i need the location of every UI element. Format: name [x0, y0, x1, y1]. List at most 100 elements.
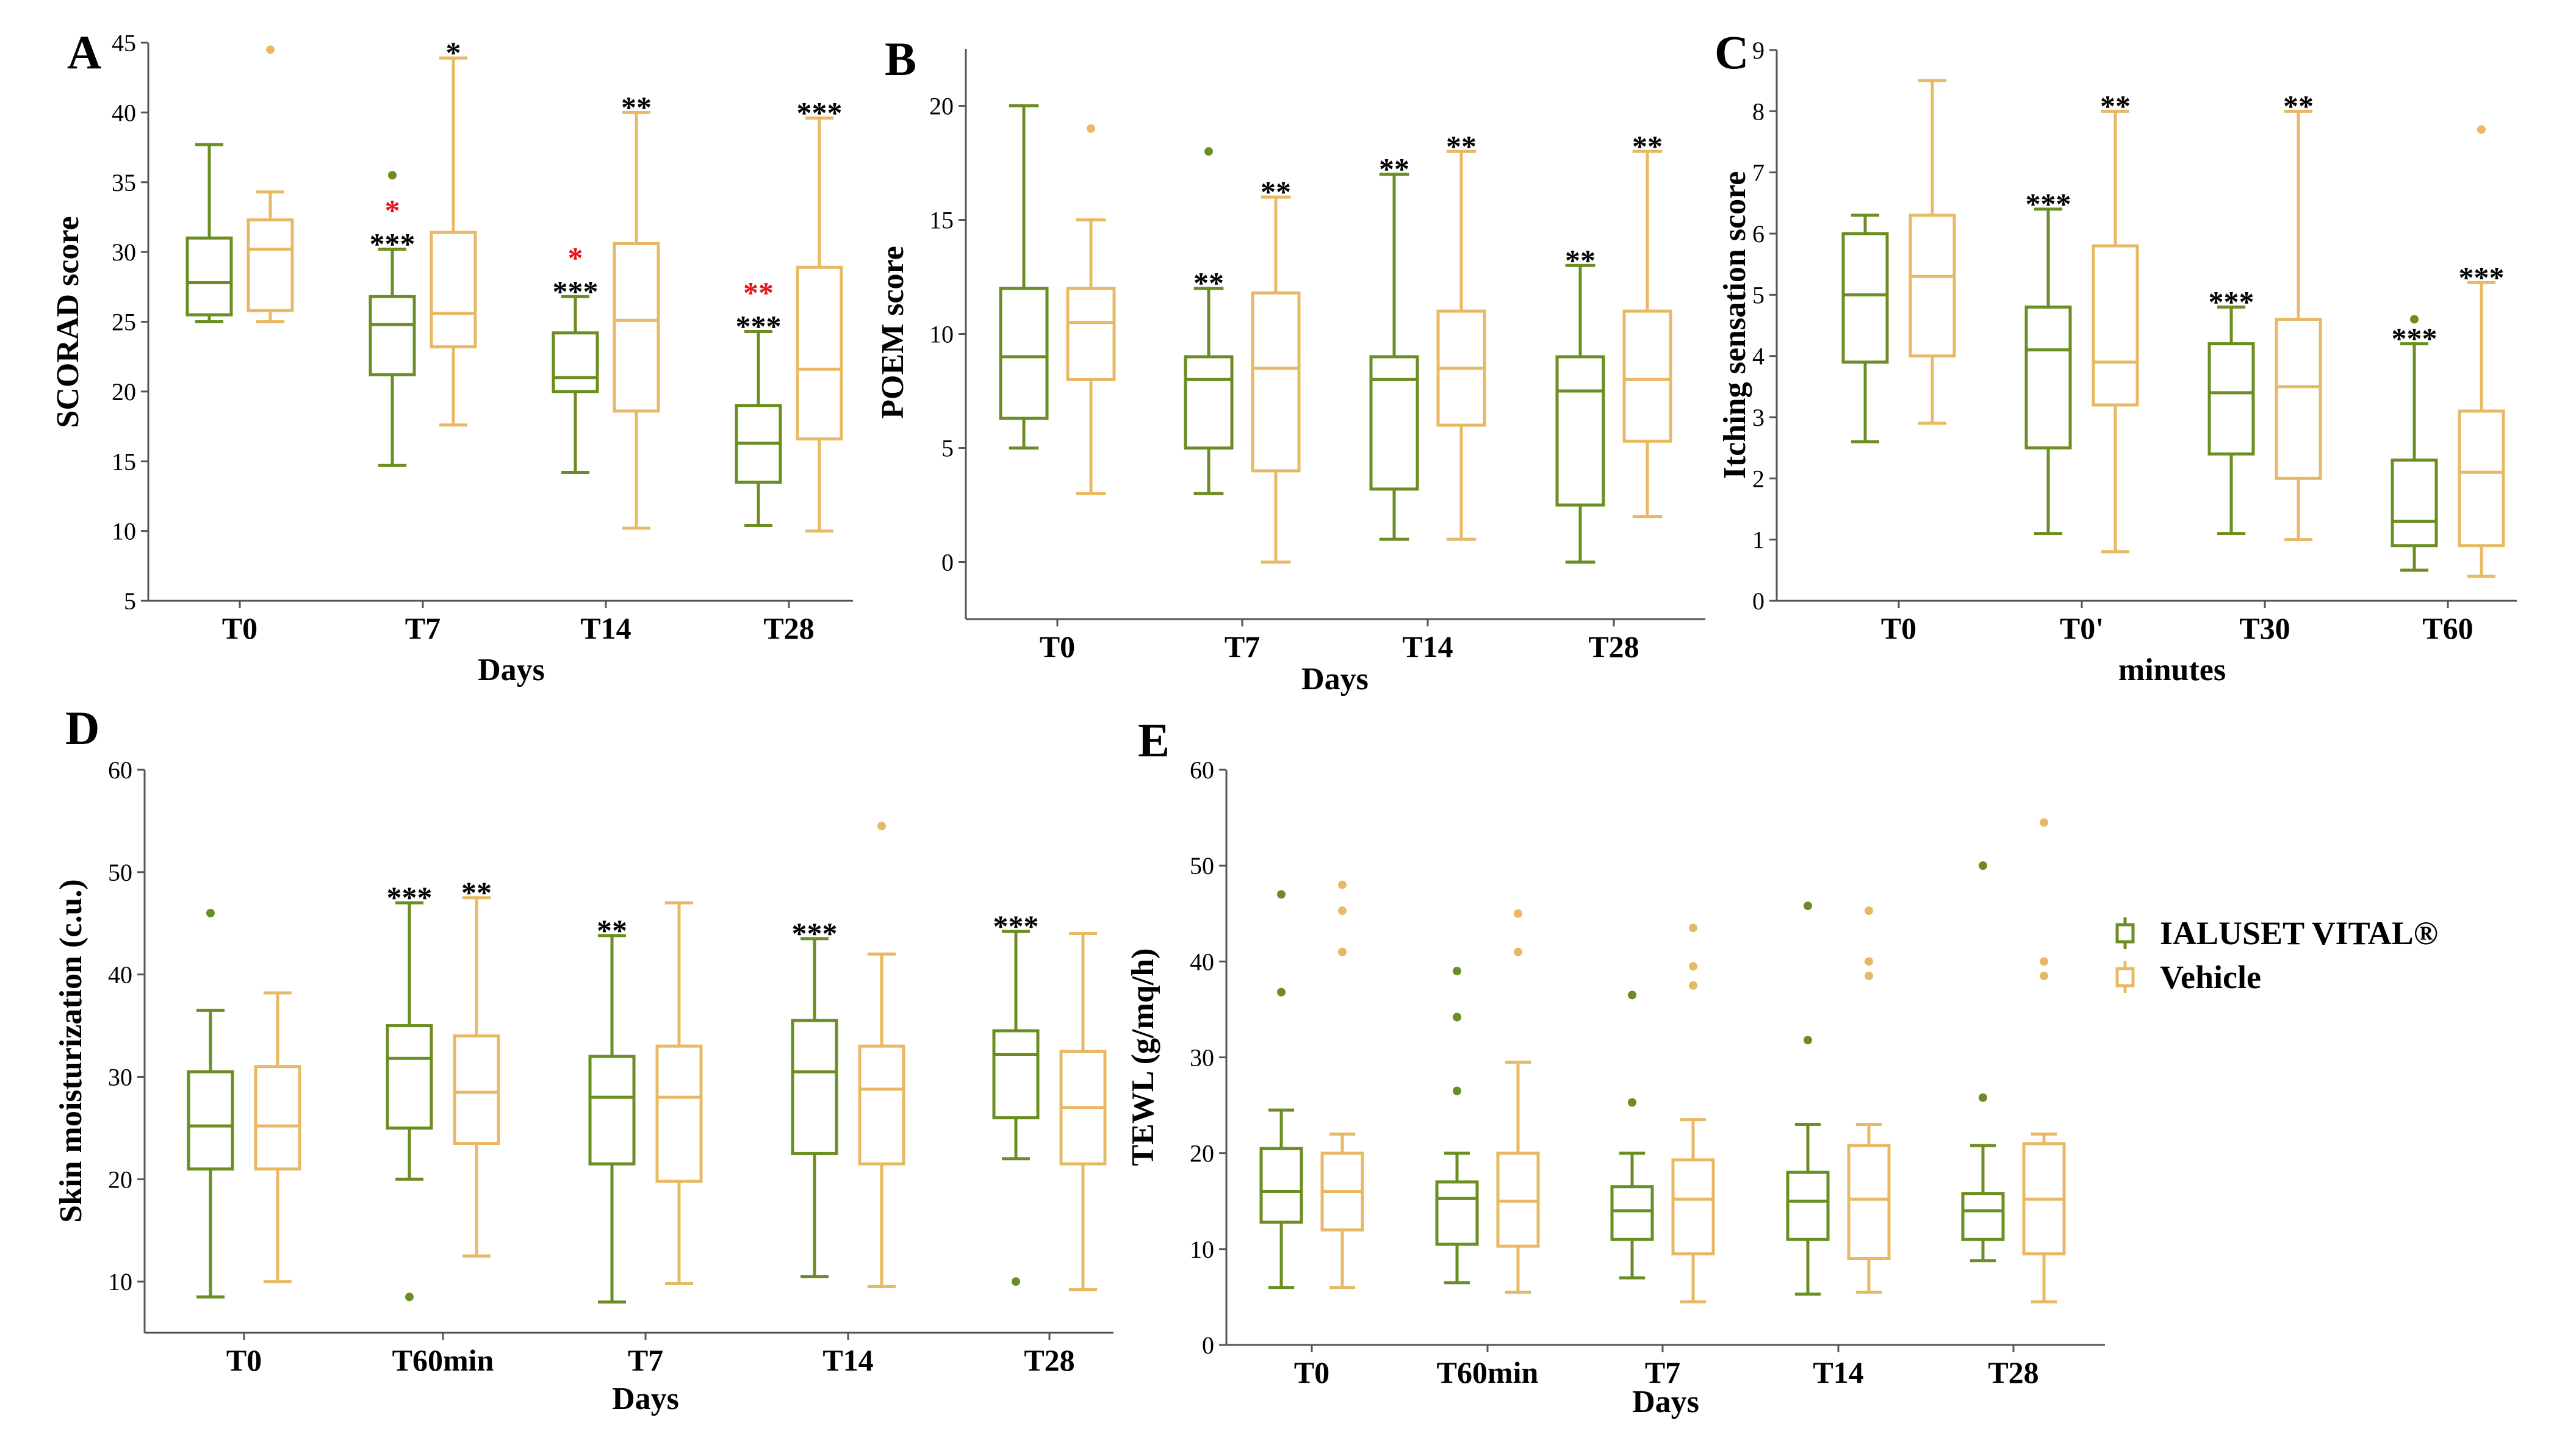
outlier-point	[405, 1292, 414, 1302]
panel-letter: B	[885, 32, 916, 85]
outlier-point	[1453, 1086, 1461, 1095]
box-ialuset-T7: **	[588, 913, 636, 1304]
box-iqr	[453, 1034, 500, 1145]
x-axis-title: Days	[612, 1382, 679, 1416]
outlier-point	[1338, 880, 1347, 889]
box-iqr	[999, 287, 1049, 420]
box-iqr	[369, 295, 416, 376]
box-ialuset-T0	[1841, 213, 1889, 443]
significance-stars: **	[2283, 88, 2314, 123]
significance-stars: **	[1446, 129, 1477, 163]
panel-letter: D	[65, 701, 99, 755]
box-iqr	[2207, 342, 2255, 456]
y-tick-label: 5	[941, 435, 954, 462]
significance-stars: **	[461, 875, 492, 909]
outlier-point	[1514, 947, 1522, 956]
significance-stars: *	[385, 193, 400, 228]
y-tick-label: 5	[1752, 281, 1765, 309]
box-ialuset-T14: ****	[552, 240, 599, 475]
y-tick-label: 30	[1190, 1044, 1214, 1072]
box-vehicle-T0	[254, 991, 301, 1283]
significance-stars: ***	[2026, 187, 2071, 221]
box-iqr	[791, 1019, 838, 1155]
y-tick-label: 20	[108, 1166, 132, 1193]
y-tick-label: 15	[112, 448, 136, 475]
y-tick-label: 35	[112, 169, 136, 196]
significance-stars: ***	[797, 96, 843, 130]
box-ialuset-T14: ***	[791, 916, 838, 1278]
outlier-point	[266, 45, 275, 54]
box-iqr	[386, 1024, 433, 1130]
box-iqr	[1961, 1192, 2005, 1241]
outlier-point	[1628, 1098, 1636, 1107]
legend-swatch-box	[2115, 967, 2135, 988]
box-ialuset-T7	[1610, 991, 1654, 1280]
box-vehicle-T28	[2022, 818, 2066, 1303]
panel-D: D 10 20 30 40 50 60 T0 T60min T7 T14 T28 Days Skin mo…	[54, 701, 1114, 1416]
significance-stars: ***	[2459, 260, 2505, 294]
outlier-point	[1628, 991, 1636, 1000]
x-axis-title: minutes	[2118, 653, 2226, 687]
x-category-label: T7	[628, 1343, 663, 1377]
outlier-point	[1453, 967, 1461, 976]
y-tick-label: 45	[112, 29, 136, 57]
box-iqr	[655, 1044, 703, 1183]
box-ialuset-T14: **	[1369, 152, 1419, 541]
box-ialuset-T14	[1786, 902, 1830, 1296]
box-iqr	[1259, 1147, 1303, 1224]
significance-stars: **	[597, 913, 627, 947]
outlier-point	[1277, 988, 1286, 997]
legend-swatch-box	[2115, 923, 2135, 944]
box-iqr	[185, 236, 233, 317]
box-iqr	[2092, 244, 2139, 407]
y-axis-title: SCORAD score	[51, 216, 85, 428]
significance-stars: ***	[370, 227, 416, 261]
y-tick-label: 60	[1190, 756, 1214, 784]
y-tick-label: 50	[108, 859, 132, 886]
x-category-label: T7	[1225, 629, 1260, 664]
box-vehicle-T28: **	[1622, 129, 1672, 518]
outlier-point	[1865, 906, 1873, 916]
box-ialuset-T0	[185, 143, 233, 323]
y-axis-title: Skin moisturization (c.u.)	[54, 879, 88, 1222]
box-iqr	[2024, 305, 2072, 450]
significance-stars: *	[446, 35, 461, 70]
x-axis-title: Days	[1301, 662, 1369, 697]
panel-C: C 0 1 2 3 4 5 6 7 8 9 T0 T0' T30 T60 minutes Itching sen…	[1714, 26, 2517, 687]
y-tick-label: 30	[112, 238, 136, 266]
box-vehicle-T60min: **	[453, 875, 500, 1258]
box-ialuset-T60min: ***	[386, 880, 433, 1302]
box-ialuset-T60min	[1435, 967, 1479, 1285]
y-tick-label: 20	[929, 93, 954, 120]
x-category-label: T0	[222, 611, 257, 645]
box-vehicle-T0	[246, 45, 294, 323]
significance-stars: **	[621, 90, 652, 124]
y-tick-label: 0	[1202, 1332, 1214, 1359]
y-tick-label: 10	[1190, 1236, 1214, 1263]
box-iqr	[613, 242, 660, 413]
x-category-label: T0'	[2060, 611, 2104, 645]
y-tick-label: 4	[1752, 343, 1765, 370]
box-ialuset-T28	[1961, 861, 2005, 1263]
box-iqr	[1369, 355, 1419, 491]
x-category-label: T28	[1024, 1343, 1074, 1377]
panel-letter: E	[1138, 714, 1170, 767]
box-ialuset-T7: ****	[369, 171, 416, 467]
panel-letter: A	[67, 26, 101, 79]
significance-stars: ***	[736, 309, 782, 343]
box-ialuset-T0	[1259, 890, 1303, 1289]
outlier-point	[1338, 906, 1347, 916]
y-tick-label: 0	[1752, 587, 1765, 615]
box-ialuset-T28: **	[1555, 243, 1605, 564]
significance-stars: **	[1379, 152, 1409, 186]
box-ialuset-T28: *****	[735, 276, 782, 527]
x-axis-title: Days	[1632, 1385, 1699, 1419]
significance-stars: ***	[2392, 321, 2437, 356]
box-ialuset-T28: ***	[992, 909, 1040, 1286]
box-iqr	[588, 1055, 636, 1166]
box-iqr	[1622, 309, 1672, 443]
panel-A: A 5 10 15 20 25 30 35 40 45 T0 T7 T14 T28 Days SCORAD s…	[51, 26, 853, 687]
y-axis-title: POEM score	[876, 246, 910, 419]
outlier-point	[1514, 909, 1522, 918]
panel-letter: C	[1714, 26, 1749, 79]
